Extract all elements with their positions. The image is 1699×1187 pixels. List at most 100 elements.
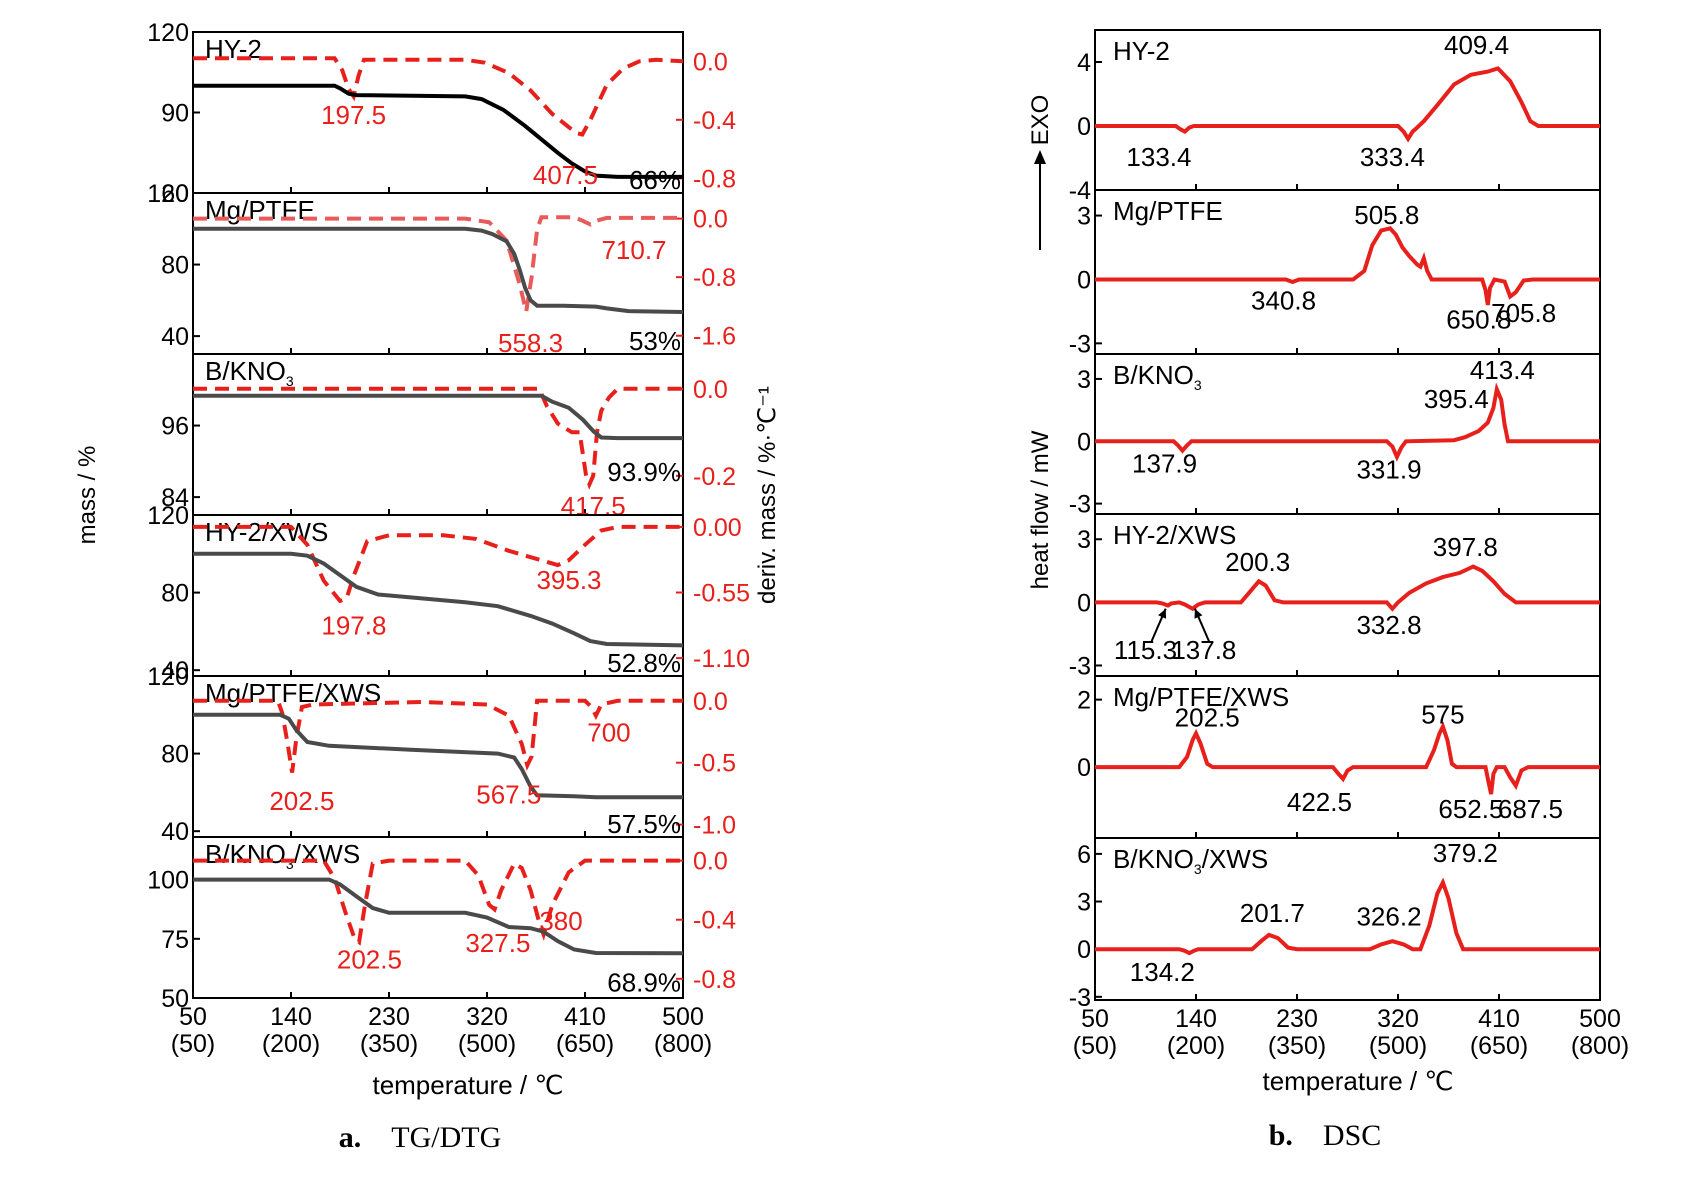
- dsc-xlabel: temperature / ℃: [1262, 1066, 1453, 1096]
- tg-ytick-left-label: 80: [161, 580, 189, 608]
- tg-ytick-left-label: 120: [147, 19, 189, 47]
- tg-ytick-right-label: -0.4: [693, 107, 736, 135]
- dsc-xtick-label: 230: [1276, 1005, 1318, 1033]
- dsc-peak-label: 422.5: [1287, 787, 1352, 817]
- dsc-peak-label: 505.8: [1354, 200, 1419, 230]
- dsc-ytick-label: 0: [1077, 936, 1091, 964]
- tg-peak-label: 417.5: [561, 491, 626, 521]
- dsc-peak-label: 133.4: [1126, 142, 1191, 172]
- tg-ytick-left-label: 40: [161, 657, 189, 685]
- tg-xtick-label-secondary: (800): [654, 1030, 712, 1058]
- dsc-ytick-label: 2: [1077, 687, 1091, 715]
- tg-mass-curve: [193, 226, 684, 314]
- dsc-ytick-label: 3: [1077, 203, 1091, 231]
- dsc-heatflow-curve: [1095, 721, 1600, 795]
- dsc-peak-label: 137.9: [1132, 448, 1197, 478]
- dsc-peak-label: 705.8: [1491, 298, 1556, 328]
- tg-dtg-curve: [193, 698, 683, 773]
- dsc-annotation-arrowhead: [1194, 608, 1203, 619]
- tg-ytick-right-label: -0.8: [693, 165, 736, 193]
- dsc-ytick-label: -3: [1069, 491, 1091, 519]
- tg-panel-4: 40 80 120 0.00 -0.55 -1.10 HY-2/XWS 197.8 395.3 5…: [147, 502, 750, 685]
- tg-dtg-chart: 60 90 120 0.0 -0.4 -0.8 HY-2 197.5 407.5 66% 40 80 1…: [147, 19, 750, 1058]
- tg-peak-label: 197.8: [321, 610, 386, 640]
- dsc-panel-frame: [1094, 837, 1601, 1001]
- dsc-caption-text: DSC: [1323, 1119, 1381, 1152]
- tg-caption: a. TG/DTG: [339, 1121, 501, 1154]
- dsc-ytick-label: 0: [1077, 266, 1091, 294]
- dsc-xtick-label-secondary: (500): [1369, 1032, 1427, 1060]
- tg-ytick-right-label: -1.6: [693, 323, 736, 351]
- dsc-ytick-label: 0: [1077, 428, 1091, 456]
- dsc-panel-1: -4 0 4 HY-2 133.4 333.4 409.4: [1069, 29, 1601, 205]
- dsc-ytick-label: -3: [1069, 984, 1091, 1012]
- tg-peak-label: 700: [587, 718, 630, 748]
- tg-ytick-left-label: 100: [147, 867, 189, 895]
- tg-residual-label: 93.9%: [607, 457, 681, 487]
- tg-mass-curve: [193, 877, 684, 956]
- tg-peak-label: 197.5: [321, 100, 386, 130]
- dsc-xtick-label: 50: [1081, 1005, 1109, 1033]
- dsc-heatflow-curve: [1095, 382, 1600, 462]
- dsc-heatflow-curve: [1095, 877, 1600, 956]
- tg-dtg-curve: [193, 858, 683, 946]
- tg-ytick-left-label: 40: [161, 818, 189, 846]
- tg-xlabel: temperature / ℃: [372, 1070, 563, 1100]
- tg-ytick-right-label: -0.5: [693, 750, 736, 778]
- tg-ytick-right-label: -0.8: [693, 264, 736, 292]
- dsc-peak-label: 379.2: [1433, 838, 1498, 868]
- dsc-panel-6: -3 0 3 6 B/KNO3/XWS 134.2 201.7 326.2 379.2: [1069, 837, 1601, 1012]
- tg-peak-label: 202.5: [337, 944, 402, 974]
- dsc-peak-label: 395.4: [1424, 384, 1489, 414]
- tg-dtg-curve: [193, 56, 684, 137]
- dsc-xtick-label-secondary: (650): [1470, 1032, 1528, 1060]
- dsc-ytick-label: 0: [1077, 113, 1091, 141]
- tg-mass-curve: [193, 83, 683, 179]
- dsc-caption: b. DSC: [1269, 1119, 1382, 1152]
- tg-ytick-right-label: -0.2: [693, 463, 736, 491]
- tg-panel-frame: [192, 836, 684, 999]
- dsc-ytick-label: -3: [1069, 330, 1091, 358]
- dsc-ylabel: heat flow / mW: [1027, 430, 1054, 589]
- tg-ytick-right-label: -0.8: [693, 966, 736, 994]
- tg-residual-label: 66%: [629, 165, 681, 195]
- dsc-peak-label: 134.2: [1130, 957, 1195, 987]
- dsc-peak-label: 115.3: [1114, 635, 1177, 665]
- tg-panel-title: B/KNO3/XWS: [205, 839, 360, 872]
- tg-ylabel-left: mass / %: [74, 446, 101, 545]
- tg-xtick-label: 50: [179, 1003, 207, 1031]
- dsc-ytick-label: 6: [1077, 841, 1091, 869]
- dsc-panel-title: HY-2: [1113, 36, 1170, 66]
- dsc-xtick-label: 140: [1175, 1005, 1217, 1033]
- dsc-annotation-arrowhead: [1158, 608, 1167, 619]
- tg-ytick-right-label: 0.0: [693, 206, 728, 234]
- tg-xtick-label: 410: [564, 1003, 606, 1031]
- tg-peak-label: 407.5: [533, 160, 598, 190]
- dsc-panel-title: B/KNO3: [1113, 360, 1202, 393]
- tg-panel-3: 84 96 0.0 -0.2 B/KNO3 417.5 93.9%: [161, 353, 736, 521]
- tg-ytick-right-label: -1.0: [693, 812, 736, 840]
- tg-ylabel-right: deriv. mass / %·℃⁻¹: [754, 386, 781, 604]
- dsc-ytick-label: 3: [1077, 889, 1091, 917]
- tg-peak-label: 327.5: [465, 928, 530, 958]
- tg-ytick-right-label: 0.0: [693, 848, 728, 876]
- tg-panel-frame: [192, 31, 684, 194]
- tg-xtick-label-secondary: (500): [458, 1030, 516, 1058]
- tg-residual-label: 53%: [629, 326, 681, 356]
- tg-ytick-right-label: 0.0: [693, 376, 728, 404]
- dsc-peak-label: 397.8: [1433, 532, 1498, 562]
- tg-ytick-left-label: 80: [161, 252, 189, 280]
- dsc-xtick-label-secondary: (200): [1167, 1032, 1225, 1060]
- tg-ytick-left-label: 40: [161, 323, 189, 351]
- tg-dtg-curve: [193, 524, 683, 604]
- dsc-ytick-label: 3: [1077, 526, 1091, 554]
- tg-xtick-label-secondary: (350): [360, 1030, 418, 1058]
- tg-panel-title: B/KNO3: [205, 356, 294, 389]
- tg-mass-curve: [193, 393, 683, 441]
- dsc-xtick-label-secondary: (800): [1571, 1032, 1629, 1060]
